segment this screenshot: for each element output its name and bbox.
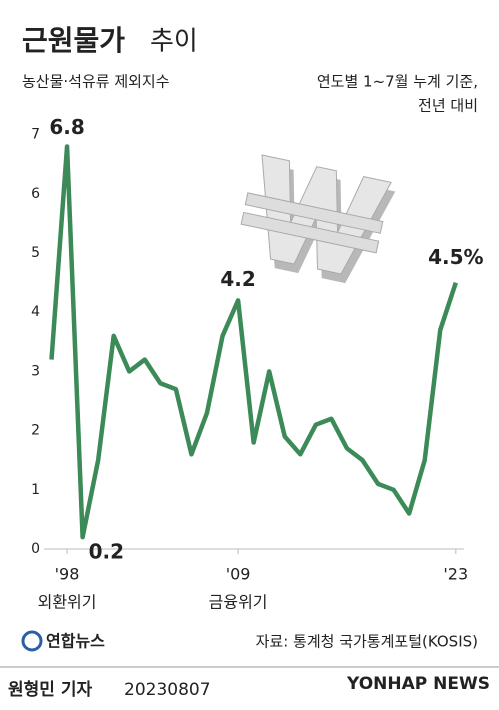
y-tick-label: 4 (31, 304, 40, 320)
logo-text: 연합뉴스 (46, 632, 105, 651)
subtitle: 농산물·석유류 제외지수 (22, 73, 170, 91)
x-tick-label: '09 (226, 565, 251, 584)
data-label: 4.2 (220, 267, 255, 291)
reporter: 원형민 기자 (8, 679, 92, 700)
watermark: YONHAP NEWS (346, 674, 490, 694)
data-label: 0.2 (89, 540, 124, 564)
x-tick-label: '23 (443, 565, 468, 584)
y-tick-label: 3 (31, 363, 40, 379)
y-tick-label: 0 (31, 541, 40, 557)
y-tick-label: 5 (31, 245, 40, 261)
y-tick-label: 2 (31, 423, 40, 439)
won-icon (240, 154, 396, 284)
chart-title-suffix: 추이 (150, 27, 198, 57)
data-label: 6.8 (49, 115, 84, 139)
y-tick-label: 1 (31, 482, 40, 498)
note: 연도별 1~7월 누계 기준, (317, 73, 478, 91)
annotation: 외환위기 (38, 593, 97, 612)
note: 전년 대비 (418, 97, 478, 115)
data-label: 4.5% (428, 245, 483, 269)
annotation: 금융위기 (209, 593, 268, 612)
date: 20230807 (124, 680, 211, 700)
line (49, 144, 458, 540)
y-tick-label: 7 (31, 127, 40, 143)
y-tick-label: 6 (31, 186, 40, 202)
chart-title: 근원물가 (22, 24, 125, 57)
x-tick-label: '98 (55, 565, 80, 584)
source: 자료: 통계청 국가통계포털(KOSIS) (256, 633, 478, 651)
logo: 연합뉴스 (21, 630, 105, 652)
